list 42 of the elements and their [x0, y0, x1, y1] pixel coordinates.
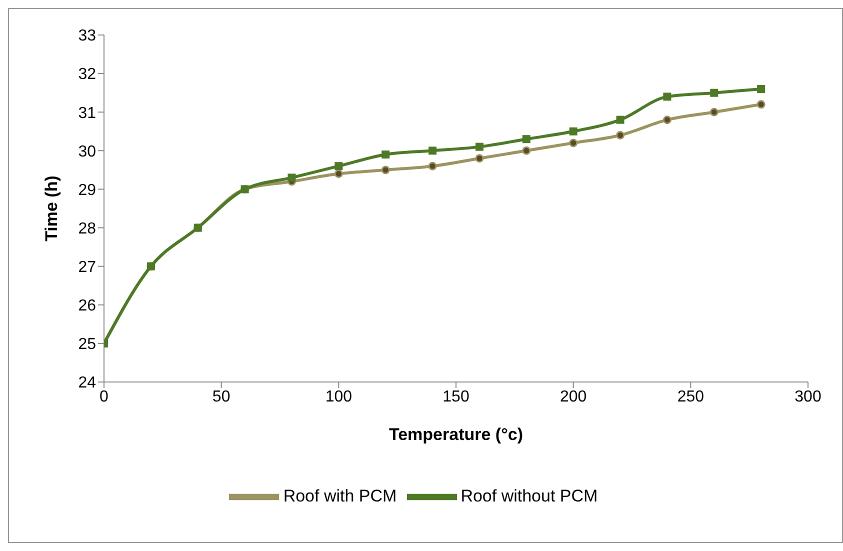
- point: [569, 138, 578, 148]
- point: [710, 108, 718, 116]
- point: [475, 154, 484, 163]
- legend-label: Roof with PCM: [283, 486, 397, 506]
- legend-label: Roof without PCM: [460, 486, 598, 506]
- y-tick-label: 30: [78, 143, 96, 160]
- point: [288, 174, 296, 182]
- x-tick-label: 50: [212, 388, 230, 406]
- point: [710, 88, 718, 97]
- y-axis-title: Time (h): [42, 176, 62, 242]
- point: [475, 142, 484, 151]
- point: [757, 84, 766, 93]
- y-tick-label: 32: [78, 66, 96, 84]
- x-tick-label: 100: [325, 388, 352, 406]
- point: [616, 116, 624, 124]
- point: [334, 162, 343, 170]
- x-tick-label: 300: [794, 388, 822, 406]
- x-axis-title: Temperature (°c): [388, 425, 524, 444]
- y-tick-label: 27: [78, 259, 96, 276]
- y-tick-label: 25: [78, 336, 96, 354]
- point: [381, 166, 390, 174]
- point: [756, 100, 766, 109]
- y-tick-label: 28: [78, 220, 96, 238]
- point: [569, 127, 578, 136]
- x-tick-label: 200: [560, 388, 587, 406]
- point: [522, 146, 531, 155]
- x-tick-label: 250: [677, 388, 704, 406]
- x-tick-label: 150: [442, 388, 470, 406]
- y-tick-label: 33: [78, 28, 96, 45]
- point: [662, 116, 672, 124]
- point: [663, 92, 672, 101]
- point: [616, 130, 625, 140]
- y-tick-label: 26: [78, 298, 96, 315]
- y-tick-label: 24: [78, 374, 96, 392]
- point: [334, 170, 343, 178]
- y-tick-label: 31: [78, 104, 96, 122]
- point: [522, 135, 530, 144]
- y-tick-label: 29: [78, 182, 96, 199]
- point: [428, 162, 437, 170]
- point: [382, 150, 390, 159]
- x-tick-label: 0: [100, 388, 109, 406]
- point: [428, 146, 437, 155]
